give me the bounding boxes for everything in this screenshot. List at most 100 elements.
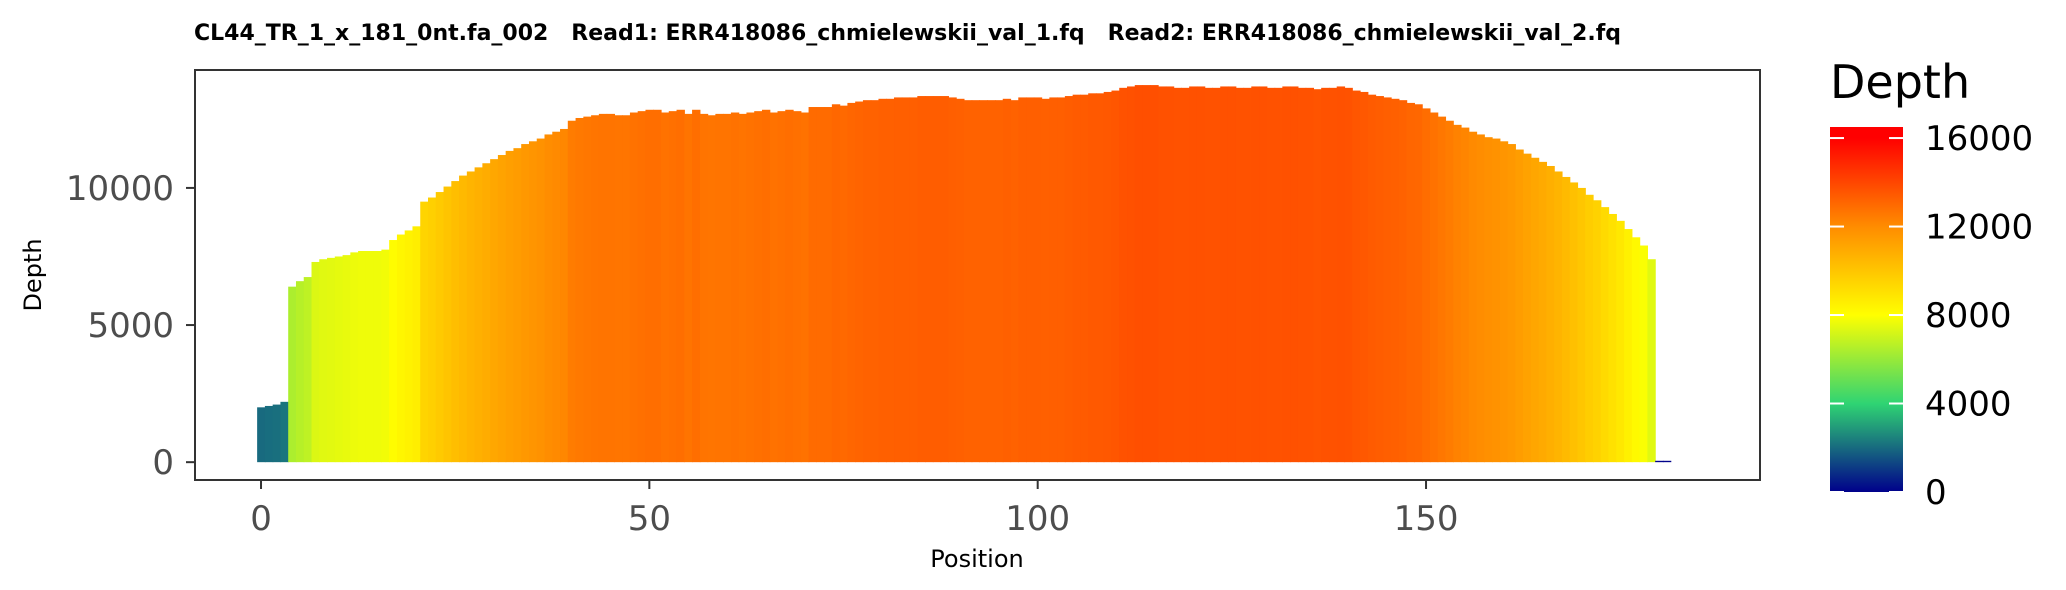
depth-bar <box>1445 120 1454 463</box>
depth-bar <box>1655 460 1664 463</box>
depth-bar <box>381 249 390 463</box>
depth-bar <box>404 230 414 463</box>
depth-bar <box>1227 86 1237 463</box>
depth-bar <box>1282 86 1291 463</box>
depth-bar <box>948 97 957 463</box>
depth-bar <box>342 255 351 463</box>
depth-bar <box>365 251 375 463</box>
x-tick-label: 0 <box>250 499 272 539</box>
depth-bar <box>451 181 460 463</box>
depth-bar <box>1251 86 1260 463</box>
depth-bar <box>1018 97 1027 463</box>
depth-bar <box>855 101 864 463</box>
depth-bar <box>606 113 616 463</box>
depth-bar <box>1142 85 1151 463</box>
depth-bar <box>1165 86 1175 463</box>
legend-tick-label: 16000 <box>1925 119 2033 159</box>
depth-bar <box>769 112 779 463</box>
depth-bar <box>1593 200 1602 463</box>
depth-bar <box>1080 94 1089 463</box>
depth-bar <box>676 109 685 463</box>
depth-bar <box>668 111 678 463</box>
depth-bar <box>1243 87 1252 463</box>
depth-bar <box>1150 85 1159 463</box>
legend-tick-label: 4000 <box>1925 385 2012 425</box>
depth-bar <box>917 96 926 463</box>
depth-bar <box>925 96 934 463</box>
depth-bar <box>785 109 794 463</box>
depth-bar <box>692 109 701 463</box>
y-tick-label: 0 <box>152 443 174 483</box>
depth-bar <box>1429 112 1439 463</box>
depth-bar <box>396 234 406 463</box>
depth-bar <box>1111 90 1120 463</box>
depth-bar <box>334 256 344 463</box>
depth-bar <box>1057 97 1066 463</box>
depth-bar <box>1095 93 1105 463</box>
depth-bar <box>1391 98 1400 463</box>
depth-bar <box>738 113 748 463</box>
depth-bar <box>971 100 981 463</box>
depth-bar <box>1422 108 1431 463</box>
depth-bar <box>699 113 709 463</box>
depth-bar <box>1546 165 1555 463</box>
depth-bar <box>1235 87 1245 463</box>
depth-bar <box>1398 100 1408 463</box>
depth-bar <box>288 286 297 463</box>
depth-bar <box>901 97 911 463</box>
depth-bar <box>1158 86 1167 463</box>
depth-bar <box>567 120 577 463</box>
depth-bar <box>513 148 522 463</box>
depth-bar <box>1530 157 1540 463</box>
depth-bar <box>979 100 988 463</box>
depth-bar <box>1631 237 1641 463</box>
depth-bar <box>746 112 755 463</box>
depth-bar <box>987 100 996 463</box>
depth-bar <box>1367 94 1377 463</box>
depth-bar <box>816 107 825 463</box>
depth-bar <box>1266 87 1276 463</box>
depth-bar <box>777 111 786 463</box>
depth-bar <box>350 252 359 463</box>
depth-bar <box>715 113 724 463</box>
depth-bar <box>661 112 670 463</box>
depth-bar <box>490 159 499 463</box>
legend-tick-label: 0 <box>1925 473 1947 513</box>
depth-bar <box>1049 97 1058 463</box>
depth-bar <box>723 113 732 463</box>
depth-bar <box>1624 229 1633 463</box>
depth-bar <box>1344 87 1353 463</box>
depth-bar <box>754 111 763 463</box>
depth-bar <box>614 115 623 463</box>
depth-bar <box>1639 245 1648 463</box>
depth-bar <box>1321 87 1330 463</box>
depth-bar <box>1492 138 1501 463</box>
depth-bar <box>373 251 383 463</box>
depth-bar <box>793 111 802 463</box>
depth-bar <box>1173 87 1182 463</box>
depth-bar <box>730 112 740 463</box>
depth-bar <box>428 197 437 463</box>
depth-bar <box>1561 176 1571 463</box>
depth-bar <box>1220 86 1229 463</box>
depth-bar <box>1064 96 1074 463</box>
depth-bar <box>257 407 266 463</box>
depth-bar <box>1119 87 1128 463</box>
depth-bar <box>1103 91 1113 463</box>
depth-bar <box>1360 91 1369 463</box>
depth-bar <box>1259 86 1268 463</box>
depth-bar <box>1476 134 1485 463</box>
depth-bar <box>1437 116 1447 463</box>
depth-bar <box>327 257 336 463</box>
x-axis-title: Position <box>930 545 1023 573</box>
color-legend: Depth 0 4000 8000 12000 16000 <box>1830 55 2033 513</box>
depth-bar <box>1072 94 1082 463</box>
y-tick-label: 10000 <box>66 169 174 209</box>
depth-bar <box>824 107 833 463</box>
depth-bar <box>1453 124 1462 463</box>
depth-bar <box>831 104 841 463</box>
depth-bar <box>994 100 1004 463</box>
chart-title: CL44_TR_1_x_181_0nt.fa_002 Read1: ERR418… <box>194 21 1621 46</box>
depth-bar <box>412 226 421 463</box>
